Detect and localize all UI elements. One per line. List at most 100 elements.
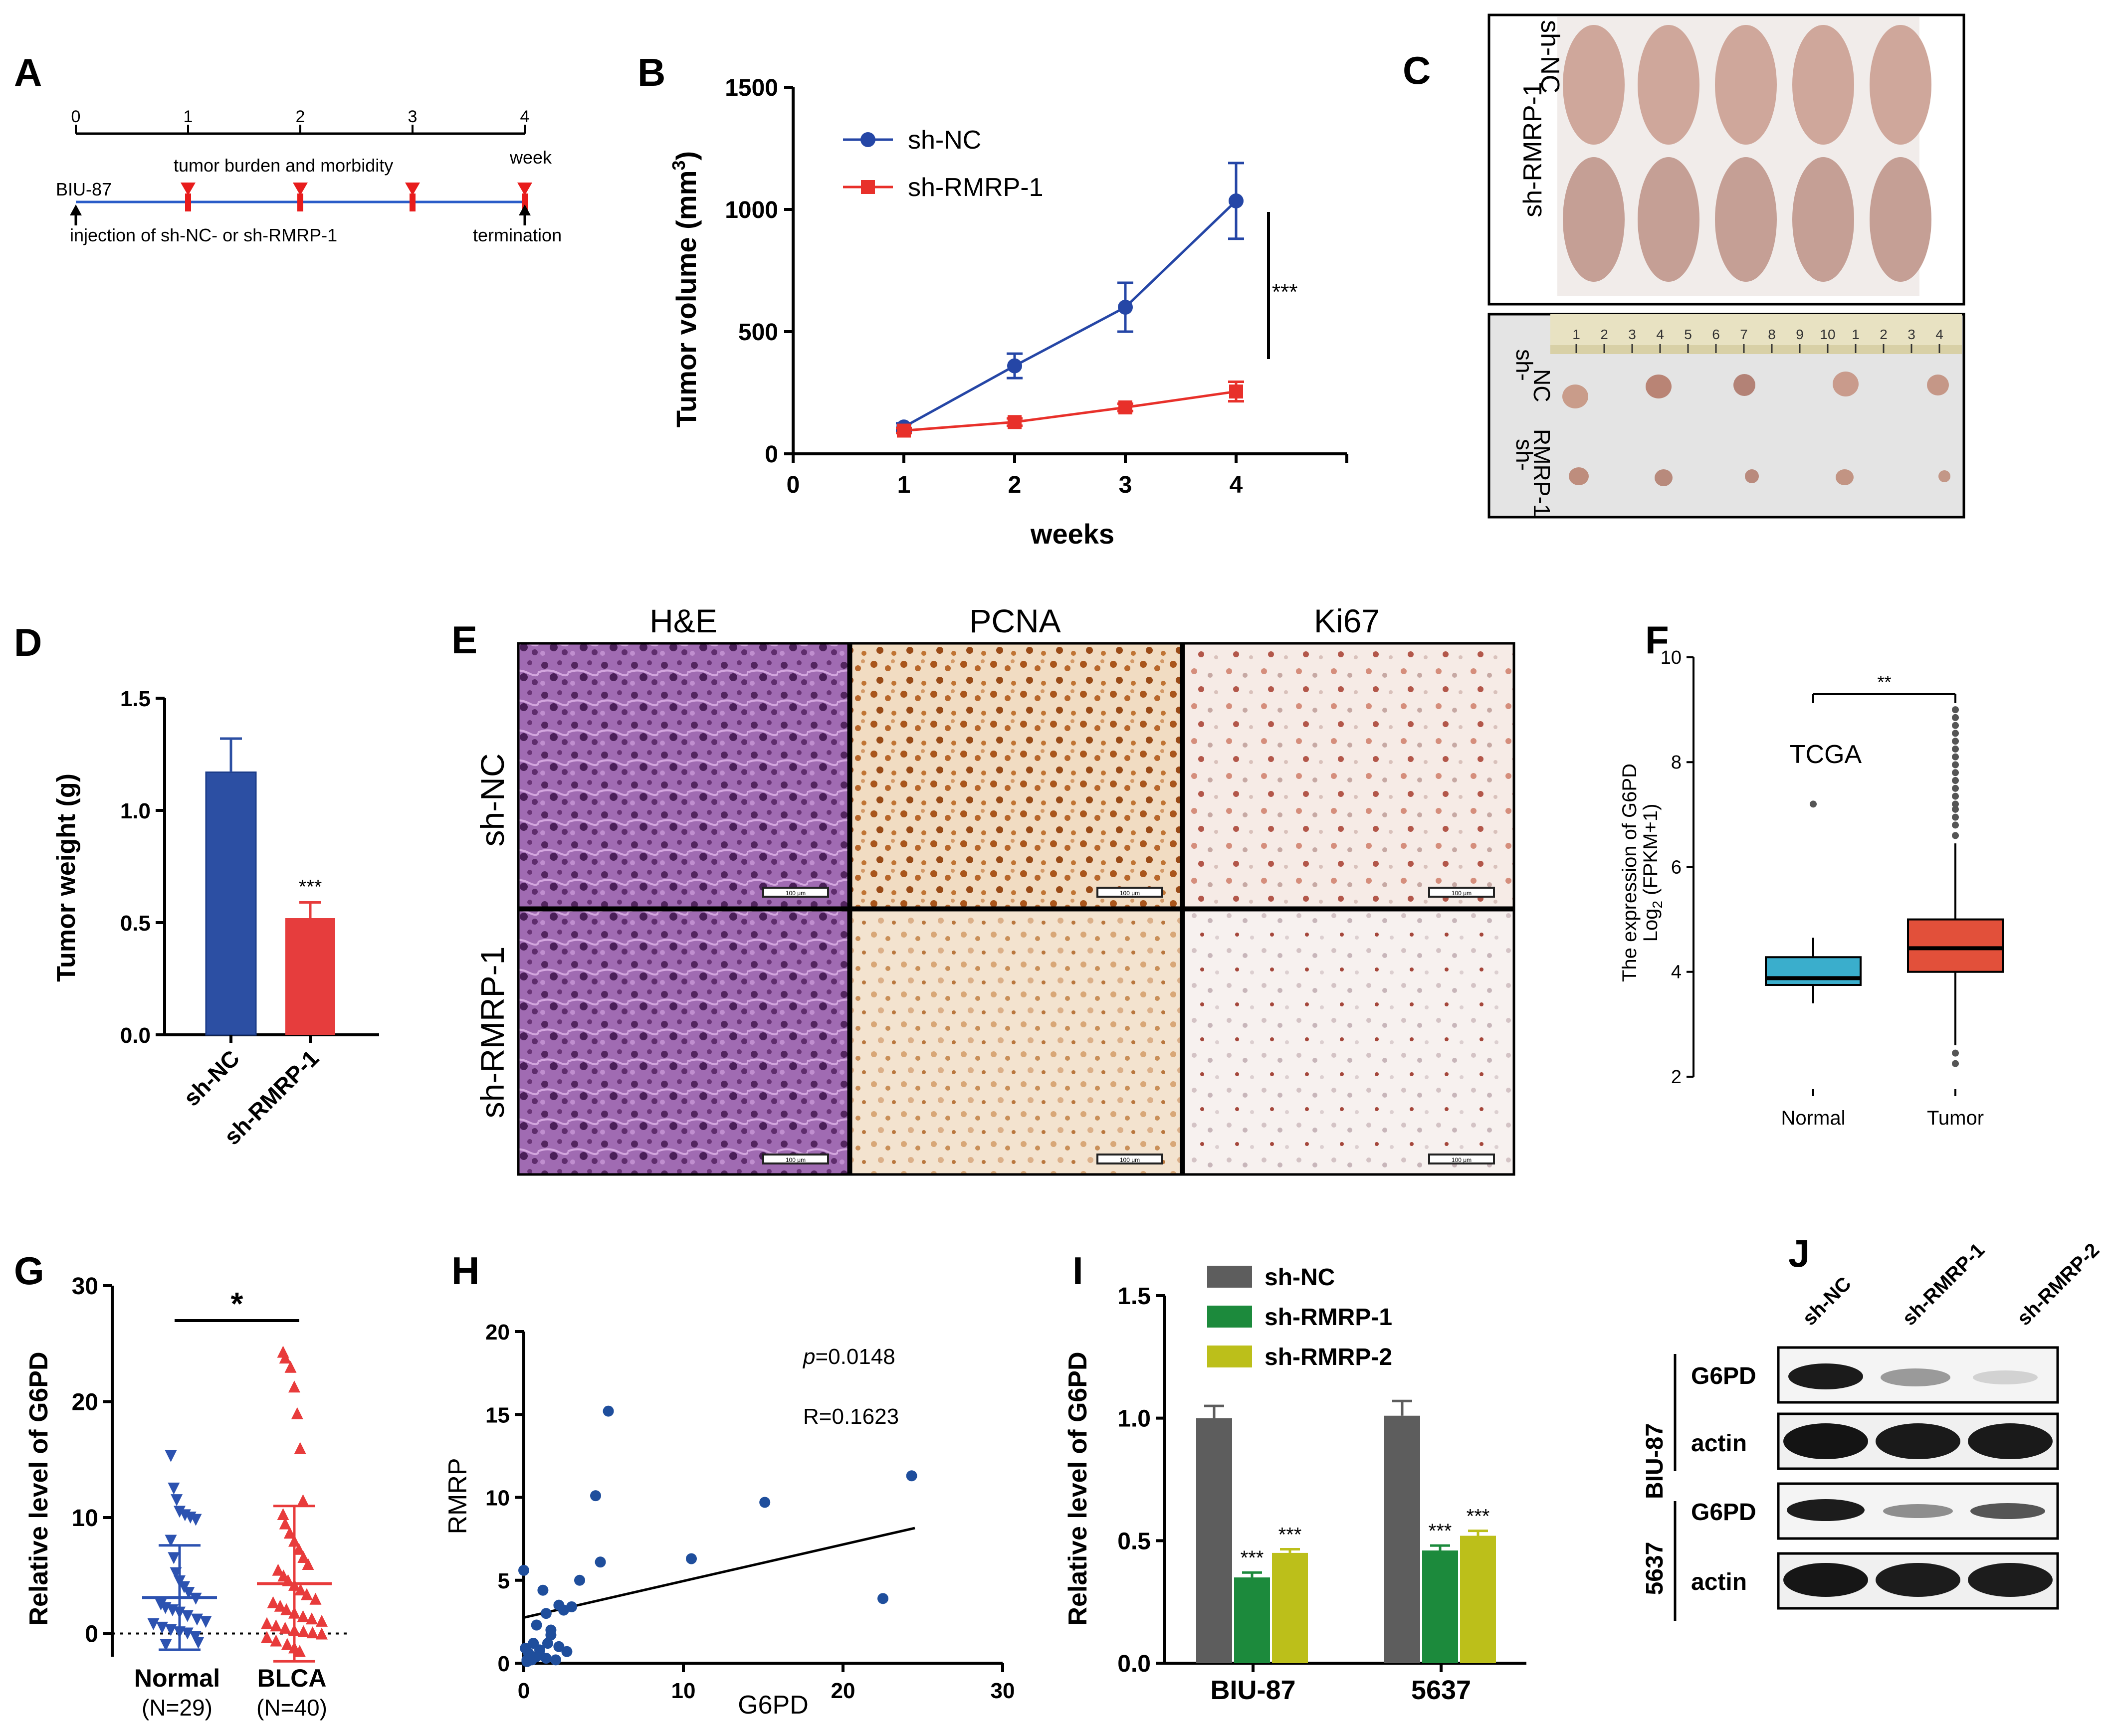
b-x-tick-label: 3 — [1119, 472, 1132, 498]
g-blca-point — [277, 1508, 289, 1521]
f-y-tick-label: 2 — [1671, 1067, 1682, 1088]
g-normal-point — [156, 1621, 168, 1634]
g-y-tick-label: 20 — [72, 1389, 98, 1416]
h-point — [545, 1629, 557, 1641]
g-normal-point — [191, 1613, 203, 1626]
g-x-tick-label: Normal — [134, 1664, 220, 1692]
panel-a-timeline: A 0 1 2 3 4 week tumor burden and morbid… — [14, 50, 562, 245]
h-point — [590, 1490, 601, 1502]
ruler-number: 2 — [1600, 327, 1608, 342]
f-outlier — [1952, 813, 1959, 821]
d-significance: *** — [299, 876, 322, 898]
b-y-tick-label: 1500 — [725, 75, 778, 101]
panel-letter-e: E — [451, 618, 477, 662]
b-point — [1229, 193, 1244, 208]
b-point — [1007, 358, 1022, 374]
h-point — [561, 1646, 573, 1657]
h-y-tick-label: 10 — [485, 1486, 510, 1511]
cell-line-label: BIU-87 — [56, 179, 112, 199]
g-blca-point — [297, 1494, 309, 1507]
i-legend-swatch — [1207, 1266, 1252, 1288]
b-legend-marker — [861, 180, 875, 194]
i-y-tick-label: 1.0 — [1117, 1406, 1151, 1432]
h-point — [595, 1556, 606, 1568]
g-blca-point — [274, 1599, 286, 1612]
panel-letter-g: G — [14, 1249, 44, 1293]
h-point — [553, 1641, 565, 1652]
f-y-axis-label-1: The expression of G6PD — [1619, 764, 1641, 982]
b-series-line — [903, 390, 1237, 432]
timeline-tick-label: 2 — [296, 107, 305, 126]
injection-label: injection of sh-NC- or sh-RMRP-1 — [70, 225, 337, 245]
f-y-tick-label: 4 — [1671, 962, 1682, 983]
g-y-tick-label: 10 — [72, 1505, 98, 1532]
mouse-body — [1715, 25, 1777, 145]
b-point — [1229, 385, 1243, 399]
g-blca-point — [293, 1543, 305, 1555]
measurement-markers — [181, 183, 532, 211]
f-outlier — [1952, 769, 1959, 776]
he-image-sh-rmrp-1 — [517, 909, 850, 1176]
scale-label: 100 μm — [1120, 890, 1140, 897]
ruler-number: 4 — [1935, 327, 1943, 342]
h-point — [526, 1654, 537, 1666]
g-blca-point — [261, 1617, 273, 1629]
f-outlier — [1952, 738, 1959, 745]
ruler-number: 7 — [1740, 327, 1748, 342]
blot-bands — [1783, 1363, 2053, 1597]
d-y-tick-label: 0.5 — [120, 911, 151, 936]
f-outlier — [1952, 777, 1959, 784]
blot-lane-sh-nc: sh-NC — [1798, 1273, 1855, 1330]
b-point — [1118, 400, 1132, 414]
ruler-number: 3 — [1907, 327, 1915, 342]
f-outlier — [1952, 761, 1959, 769]
i-significance: *** — [1429, 1520, 1452, 1542]
h-p-value: p=0.0148 — [802, 1345, 895, 1369]
g-normal-point — [174, 1506, 186, 1518]
g-normal-point — [171, 1494, 183, 1507]
mouse-body — [1563, 157, 1625, 282]
panel-letter-f: F — [1645, 618, 1669, 662]
f-annotation-tcga: TCGA — [1790, 740, 1862, 769]
timeline-ticks — [75, 125, 526, 134]
i-bar — [1384, 1415, 1420, 1663]
f-outlier — [1952, 821, 1959, 829]
g-blca-point — [309, 1592, 322, 1605]
h-point — [877, 1593, 888, 1604]
g-normal-point — [168, 1482, 180, 1495]
f-y-tick-label: 8 — [1671, 752, 1682, 773]
h-point — [540, 1653, 552, 1664]
ruler-number: 5 — [1684, 327, 1692, 342]
g-blca-point — [297, 1551, 310, 1563]
h-y-tick-label: 5 — [498, 1569, 510, 1593]
ruler-numbers: 1 2 3 4 5 6 7 8 9 10 1 2 3 4 — [1572, 327, 1943, 353]
b-x-tick-label: 4 — [1230, 472, 1243, 498]
g-normal-point — [165, 1624, 177, 1636]
h-point — [566, 1601, 577, 1612]
mice — [1563, 25, 1931, 282]
i-bar — [1234, 1577, 1270, 1663]
mice-group-bottom-label: sh-RMRP-1 — [1518, 82, 1547, 217]
termination-label: termination — [473, 225, 562, 245]
panel-letter-b: B — [637, 50, 665, 94]
g-normal-point — [181, 1627, 194, 1640]
tumor-burden-label: tumor burden and morbidity — [174, 155, 393, 176]
f-outlier — [1952, 792, 1959, 800]
scale-label: 100 μm — [1452, 890, 1472, 897]
f-outlier — [1952, 805, 1959, 813]
i-y-tick-label: 0.5 — [1117, 1528, 1151, 1554]
scale-label: 100 μm — [1452, 1157, 1472, 1163]
h-point — [540, 1608, 552, 1619]
panel-e-ihc-grid: E H&E PCNA Ki67 sh-NC sh-RMRP-1 100 μm 1… — [451, 602, 1515, 1176]
g-significance: * — [231, 1286, 243, 1322]
g-blca-point — [272, 1563, 284, 1576]
d-y-tick-label: 1.5 — [120, 687, 151, 711]
g-blca-point — [261, 1631, 273, 1643]
i-bar — [1460, 1536, 1496, 1663]
g-normal-point — [200, 1616, 212, 1628]
b-point — [1008, 415, 1022, 429]
panel-letter-d: D — [14, 620, 42, 664]
ruler-number: 2 — [1880, 327, 1888, 342]
g-blca-point — [280, 1603, 293, 1615]
blot-lane-sh-rmrp-2: sh-RMRP-2 — [2013, 1239, 2104, 1330]
